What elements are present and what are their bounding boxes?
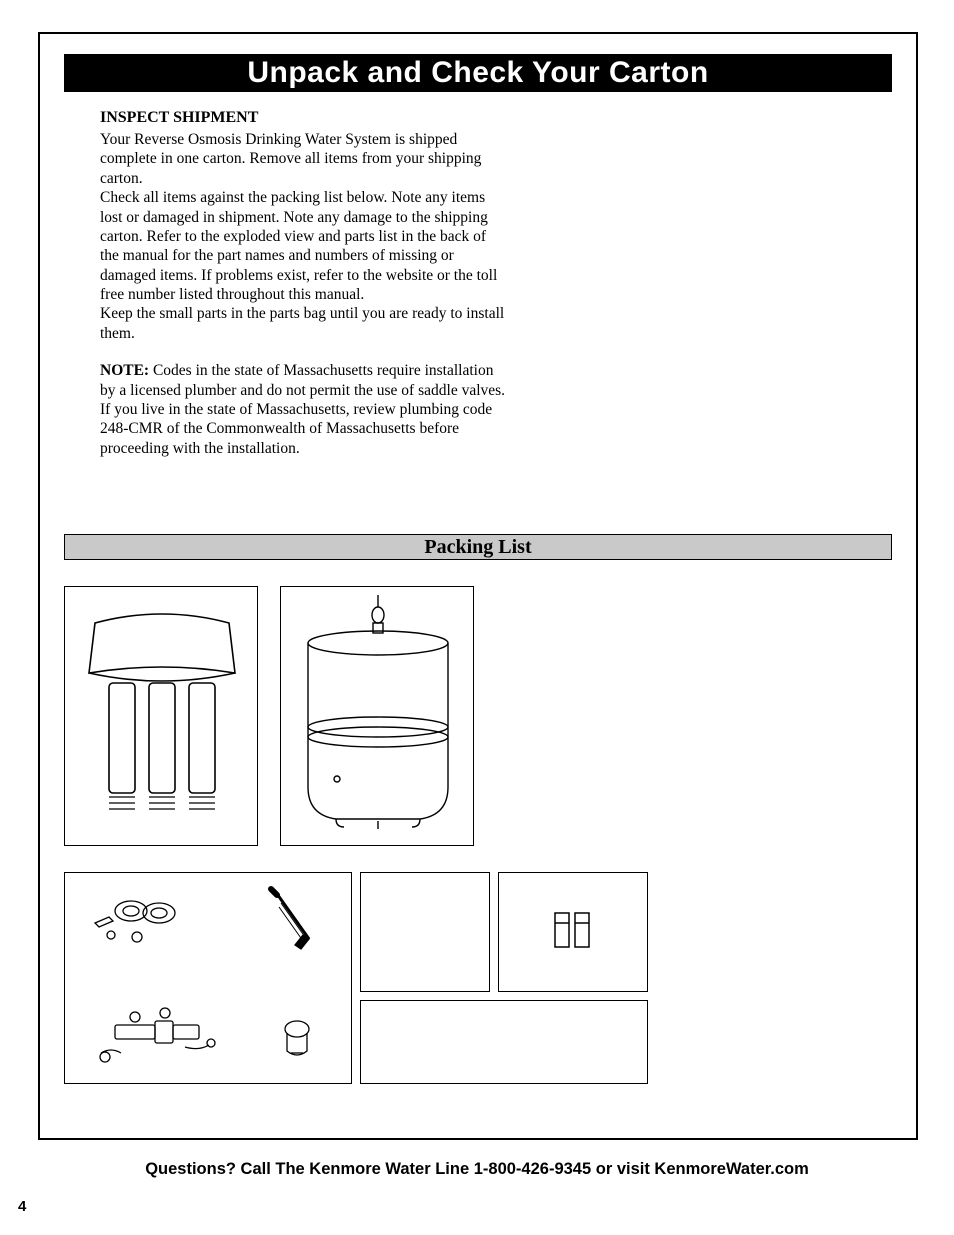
packing-item-clips [498, 872, 648, 992]
packing-item-parts-bag [64, 872, 352, 1084]
packing-item-blank-1 [360, 872, 490, 992]
packing-item-storage-tank [280, 586, 474, 846]
page-number: 4 [18, 1198, 26, 1215]
paragraph-1: Your Reverse Osmosis Drinking Water Syst… [100, 130, 508, 188]
paragraph-4: If you live in the state of Massachusett… [100, 400, 508, 458]
page-title-text: Unpack and Check Your Carton [247, 56, 708, 89]
note-label: NOTE: [100, 362, 149, 379]
filter-assembly-icon [65, 587, 259, 847]
packing-list-label: Packing List [424, 536, 531, 558]
packing-item-filter-assembly [64, 586, 258, 846]
parts-bag-icon [65, 873, 353, 1085]
storage-tank-icon [281, 587, 475, 847]
packing-list-header: Packing List [64, 534, 892, 560]
paragraph-3: Keep the small parts in the parts bag un… [100, 304, 508, 343]
note-body: Codes in the state of Massachusetts requ… [100, 362, 505, 398]
clips-icon [499, 873, 649, 993]
section-heading: INSPECT SHIPMENT [100, 108, 508, 128]
packing-item-blank-2 [360, 1000, 648, 1084]
body-text-column: INSPECT SHIPMENT Your Reverse Osmosis Dr… [100, 108, 508, 458]
footer-help-line: Questions? Call The Kenmore Water Line 1… [0, 1160, 954, 1179]
footer-text: Questions? Call The Kenmore Water Line 1… [145, 1160, 809, 1178]
note-paragraph: NOTE: Codes in the state of Massachusett… [100, 361, 508, 400]
page-title-bar: Unpack and Check Your Carton [64, 54, 892, 92]
paragraph-2: Check all items against the packing list… [100, 188, 508, 304]
